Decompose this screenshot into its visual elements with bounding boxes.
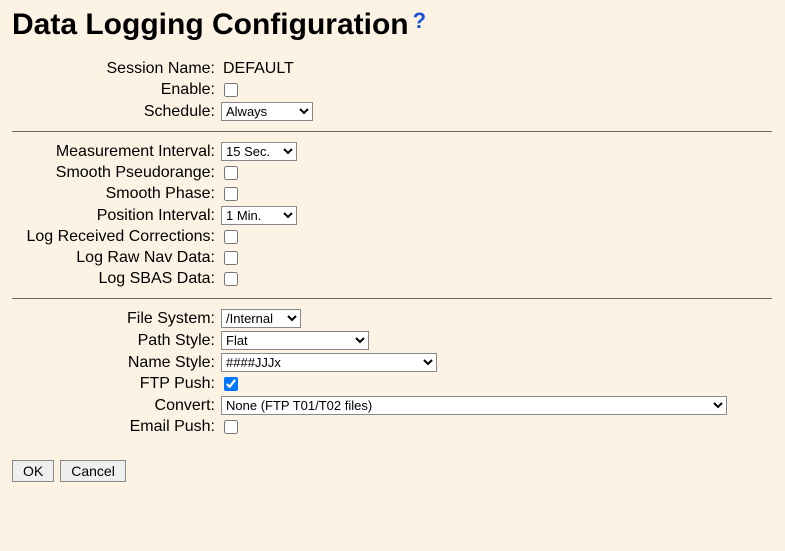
ok-button[interactable]: OK [12,460,54,482]
row-session-name: Session Name: DEFAULT [12,60,773,78]
email-push-checkbox[interactable] [224,420,238,434]
smooth-pseudorange-label: Smooth Pseudorange: [12,164,219,182]
row-schedule: Schedule: Always [12,102,773,121]
email-push-label: Email Push: [12,418,219,436]
log-sbas-checkbox[interactable] [224,272,238,286]
row-smooth-phase: Smooth Phase: [12,185,773,203]
position-interval-select[interactable]: 1 Min. [221,206,297,225]
session-name-label: Session Name: [12,60,219,78]
name-style-label: Name Style: [12,354,219,372]
row-measurement-interval: Measurement Interval: 15 Sec. [12,142,773,161]
position-interval-label: Position Interval: [12,207,219,225]
convert-label: Convert: [12,397,219,415]
row-position-interval: Position Interval: 1 Min. [12,206,773,225]
log-raw-nav-label: Log Raw Nav Data: [12,249,219,267]
session-name-value: DEFAULT [219,60,294,78]
separator-1 [12,131,772,132]
path-style-label: Path Style: [12,332,219,350]
row-file-system: File System: /Internal [12,309,773,328]
page-title: Data Logging Configuration [12,8,409,42]
smooth-phase-checkbox[interactable] [224,187,238,201]
measurement-interval-select[interactable]: 15 Sec. [221,142,297,161]
cancel-button[interactable]: Cancel [60,460,126,482]
row-email-push: Email Push: [12,418,773,436]
row-log-raw-nav: Log Raw Nav Data: [12,249,773,267]
schedule-select[interactable]: Always [221,102,313,121]
row-log-sbas: Log SBAS Data: [12,270,773,288]
path-style-select[interactable]: Flat [221,331,369,350]
smooth-pseudorange-checkbox[interactable] [224,166,238,180]
row-path-style: Path Style: Flat [12,331,773,350]
separator-2 [12,298,772,299]
button-bar: OK Cancel [12,460,773,482]
file-system-select[interactable]: /Internal [221,309,301,328]
ftp-push-checkbox[interactable] [224,377,238,391]
schedule-label: Schedule: [12,103,219,121]
config-form: Session Name: DEFAULT Enable: Schedule: … [12,60,773,436]
ftp-push-label: FTP Push: [12,375,219,393]
log-received-corrections-label: Log Received Corrections: [12,228,219,246]
page-root: Data Logging Configuration ? Session Nam… [0,0,785,494]
name-style-select[interactable]: ####JJJx [221,353,437,372]
enable-label: Enable: [12,81,219,99]
page-title-row: Data Logging Configuration ? [12,8,773,42]
smooth-phase-label: Smooth Phase: [12,185,219,203]
file-system-label: File System: [12,310,219,328]
log-sbas-label: Log SBAS Data: [12,270,219,288]
row-enable: Enable: [12,81,773,99]
row-smooth-pseudorange: Smooth Pseudorange: [12,164,773,182]
row-ftp-push: FTP Push: [12,375,773,393]
row-convert: Convert: None (FTP T01/T02 files) [12,396,773,415]
measurement-interval-label: Measurement Interval: [12,143,219,161]
log-received-corrections-checkbox[interactable] [224,230,238,244]
convert-select[interactable]: None (FTP T01/T02 files) [221,396,727,415]
row-name-style: Name Style: ####JJJx [12,353,773,372]
row-log-received-corrections: Log Received Corrections: [12,228,773,246]
help-icon[interactable]: ? [413,10,426,32]
log-raw-nav-checkbox[interactable] [224,251,238,265]
enable-checkbox[interactable] [224,83,238,97]
